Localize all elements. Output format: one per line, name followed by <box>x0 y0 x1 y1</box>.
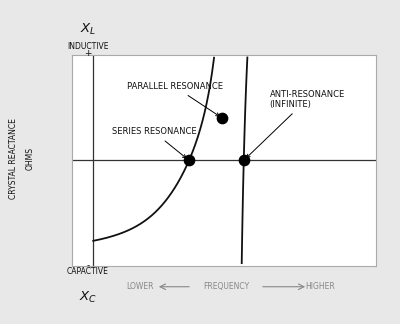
Point <box>186 158 192 163</box>
Point <box>240 158 247 163</box>
Text: +: + <box>84 49 92 58</box>
Text: PARALLEL RESONANCE: PARALLEL RESONANCE <box>127 82 223 116</box>
Text: ANTI-RESONANCE
(INFINITE): ANTI-RESONANCE (INFINITE) <box>246 90 345 158</box>
Text: $X_L$: $X_L$ <box>80 22 96 37</box>
Text: SERIES RESONANCE: SERIES RESONANCE <box>112 127 196 158</box>
Text: HIGHER: HIGHER <box>305 282 335 291</box>
Text: -: - <box>86 261 90 270</box>
Text: $X_C$: $X_C$ <box>79 289 97 305</box>
Text: LOWER: LOWER <box>126 282 154 291</box>
Text: INDUCTIVE: INDUCTIVE <box>67 42 109 51</box>
Text: CAPACTIVE: CAPACTIVE <box>67 267 109 276</box>
Point <box>219 116 226 121</box>
Text: FREQUENCY: FREQUENCY <box>203 282 249 291</box>
Text: CRYSTAL REACTANCE: CRYSTAL REACTANCE <box>10 118 18 199</box>
Text: OHMS: OHMS <box>26 147 34 170</box>
